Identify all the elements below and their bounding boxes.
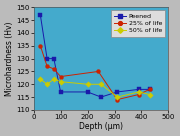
X-axis label: Depth (μm): Depth (μm) xyxy=(79,122,123,131)
Y-axis label: Microhardness (Hv): Microhardness (Hv) xyxy=(5,21,14,96)
Legend: Peened, 25% of life, 50% of life: Peened, 25% of life, 50% of life xyxy=(111,10,165,37)
